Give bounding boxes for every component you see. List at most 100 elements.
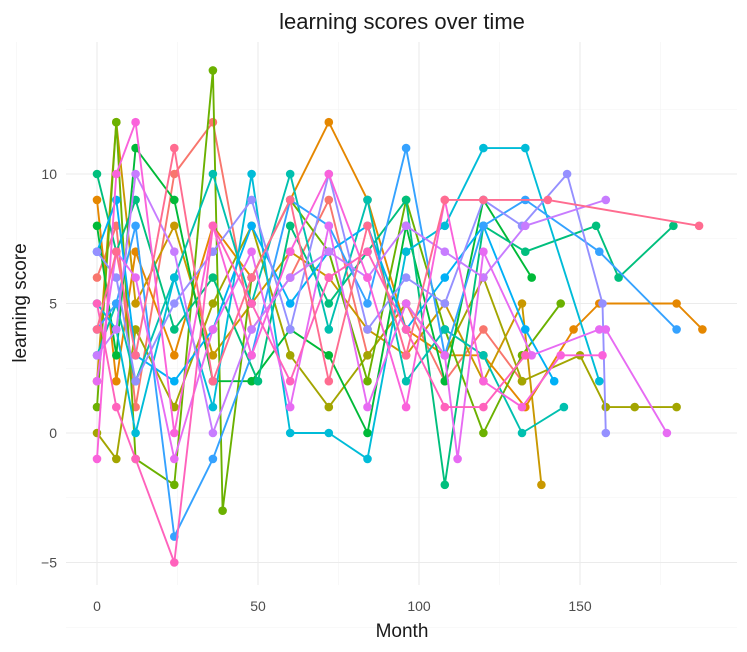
- data-point: [440, 402, 450, 412]
- data-point: [324, 428, 334, 438]
- data-point: [440, 195, 450, 205]
- data-point: [569, 325, 578, 334]
- series-line: [96, 224, 668, 460]
- data-point: [694, 221, 704, 231]
- data-point: [698, 325, 707, 334]
- data-point: [440, 351, 450, 360]
- data-point: [247, 247, 256, 256]
- data-point: [440, 299, 450, 308]
- data-point: [208, 117, 218, 127]
- data-point: [363, 376, 372, 386]
- data-point: [92, 376, 102, 386]
- data-point: [440, 480, 450, 490]
- data-point: [556, 351, 565, 360]
- data-point: [247, 351, 256, 360]
- series-line: [96, 173, 675, 486]
- series-line: [96, 69, 562, 512]
- data-point: [112, 273, 121, 282]
- data-point: [247, 169, 256, 179]
- data-point: [92, 428, 102, 438]
- data-point: [208, 325, 218, 334]
- data-point: [598, 299, 607, 308]
- data-point: [559, 402, 569, 412]
- data-point: [131, 169, 140, 179]
- data-point: [363, 221, 372, 231]
- data-point: [247, 221, 256, 231]
- y-tick-label: 10: [41, 166, 57, 182]
- data-point: [247, 299, 256, 308]
- data-point: [479, 351, 488, 360]
- data-point: [131, 117, 140, 127]
- data-point: [401, 325, 411, 334]
- data-point: [601, 195, 611, 205]
- data-point: [112, 117, 121, 127]
- data-point: [440, 221, 450, 231]
- x-tick-label: 150: [568, 598, 592, 614]
- data-point: [591, 221, 601, 231]
- data-point: [170, 480, 179, 490]
- data-point: [324, 247, 334, 256]
- data-point: [285, 299, 295, 308]
- y-tick-label: −5: [41, 555, 57, 571]
- data-point: [324, 273, 334, 282]
- data-point: [517, 402, 527, 412]
- data-point: [517, 299, 527, 308]
- y-tick-label: 0: [49, 425, 57, 441]
- data-point: [208, 169, 218, 179]
- data-point: [208, 221, 218, 231]
- data-point: [131, 376, 140, 386]
- data-point: [170, 169, 179, 179]
- data-point: [208, 454, 218, 464]
- data-point: [521, 221, 530, 231]
- data-point: [208, 428, 218, 438]
- series-line: [96, 147, 700, 383]
- series-16: [92, 221, 530, 567]
- data-point: [324, 402, 334, 412]
- y-axis-title: learning score: [10, 243, 31, 362]
- data-point: [363, 402, 372, 412]
- y-axis-ticks: −5 0 5 10: [41, 166, 57, 571]
- series-group: [92, 66, 707, 567]
- data-point: [324, 376, 334, 386]
- data-point: [92, 454, 102, 464]
- data-point: [601, 428, 611, 438]
- data-point: [208, 273, 218, 282]
- data-point: [669, 221, 678, 231]
- x-tick-label: 0: [93, 598, 101, 614]
- data-point: [170, 558, 179, 567]
- data-point: [595, 376, 604, 386]
- x-tick-label: 100: [407, 598, 431, 614]
- data-point: [479, 376, 488, 386]
- data-point: [672, 325, 681, 334]
- data-point: [253, 376, 263, 386]
- series-4: [92, 221, 681, 464]
- data-point: [324, 325, 334, 334]
- data-point: [363, 247, 372, 256]
- data-point: [601, 325, 611, 334]
- data-point: [363, 273, 372, 282]
- data-point: [363, 454, 372, 464]
- data-point: [218, 506, 227, 515]
- data-point: [112, 454, 121, 464]
- data-point: [479, 195, 488, 205]
- data-point: [112, 247, 121, 256]
- data-point: [517, 428, 527, 438]
- data-point: [92, 325, 102, 334]
- data-point: [285, 325, 295, 334]
- data-point: [401, 143, 411, 153]
- data-point: [479, 221, 488, 231]
- data-point: [527, 351, 536, 360]
- data-point: [527, 273, 536, 282]
- data-point: [92, 247, 102, 256]
- y-tick-label: 5: [49, 296, 57, 312]
- data-point: [595, 325, 604, 334]
- data-point: [401, 351, 411, 360]
- data-point: [521, 325, 530, 334]
- series-17: [92, 143, 704, 386]
- data-point: [112, 402, 121, 412]
- data-point: [131, 221, 140, 231]
- data-point: [170, 247, 179, 256]
- x-tick-label: 50: [250, 598, 266, 614]
- data-point: [92, 221, 102, 231]
- data-point: [324, 351, 334, 360]
